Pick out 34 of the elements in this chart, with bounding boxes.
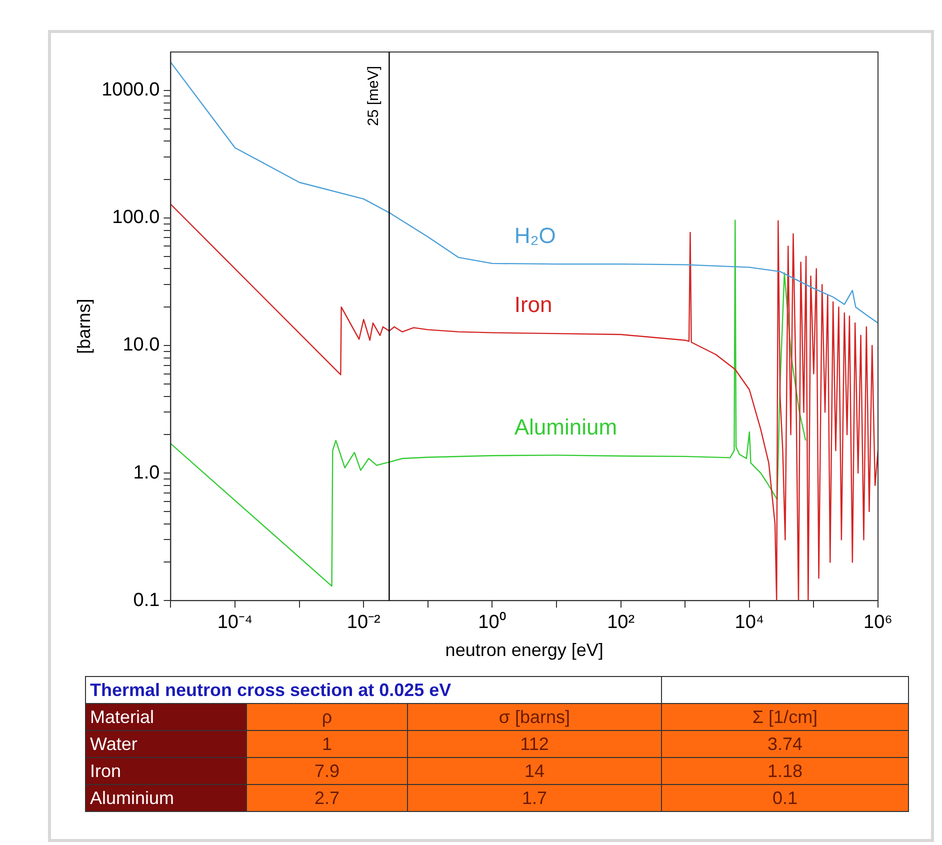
text: 0.1 xyxy=(662,784,908,812)
x-tick-label: 10⁰ xyxy=(478,611,506,634)
series-label: H₂O xyxy=(514,222,556,248)
text: Material xyxy=(86,704,246,730)
x-tick-label: 10⁻² xyxy=(346,612,380,634)
y-tick-label: 1.0 xyxy=(133,462,160,484)
y-tick-label: 100.0 xyxy=(112,207,160,228)
y-axis-title: [barns] xyxy=(74,298,94,354)
x-tick-label: 10⁴ xyxy=(734,612,764,634)
series-label: Iron xyxy=(514,292,552,318)
text: 1 xyxy=(246,730,408,758)
y-tick-label: 10.0 xyxy=(122,334,160,356)
text: σ [barns] xyxy=(408,704,662,730)
text: ρ xyxy=(246,704,408,730)
text: 14 xyxy=(408,758,662,784)
x-tick-label: 10⁶ xyxy=(864,612,892,634)
x-tick-label: 10⁻⁴ xyxy=(217,612,253,634)
text: Σ [1/cm] xyxy=(662,704,908,730)
text: 2.7 xyxy=(246,784,408,812)
text: Iron xyxy=(86,758,246,784)
text: 112 xyxy=(408,730,662,758)
text: Aluminium xyxy=(86,784,246,812)
series-label: Aluminium xyxy=(514,414,618,440)
y-tick-label: 0.1 xyxy=(133,590,160,611)
text: 7.9 xyxy=(246,758,408,784)
text: 3.74 xyxy=(662,730,908,758)
text: 1.7 xyxy=(408,784,662,812)
text: Water xyxy=(86,730,246,758)
y-tick-label: 1000.0 xyxy=(102,80,160,101)
text: 1.18 xyxy=(662,758,908,784)
text: Thermal neutron cross section at 0.025 eV xyxy=(86,676,662,704)
ref-line-label: 25 [meV] xyxy=(364,66,382,126)
x-tick-label: 10² xyxy=(607,612,635,634)
x-axis-title: neutron energy [eV] xyxy=(445,640,604,660)
